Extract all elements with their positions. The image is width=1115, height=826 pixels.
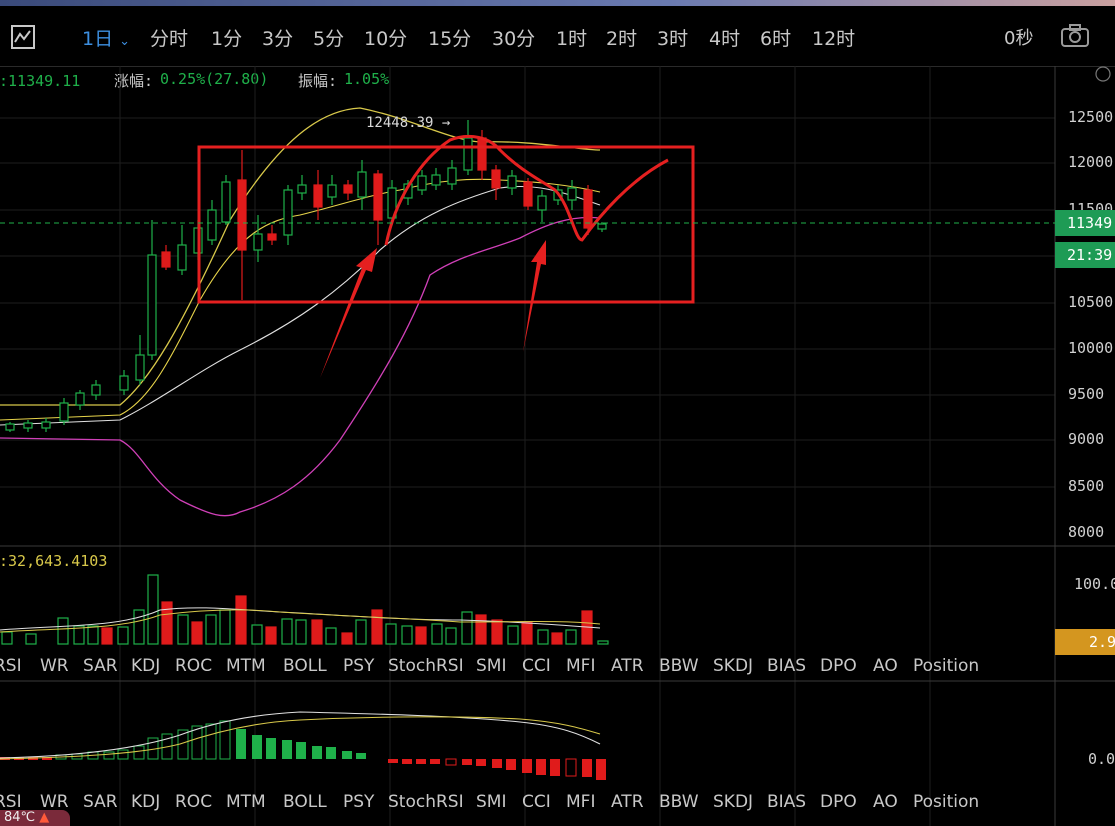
annotation-curve [384, 134, 669, 246]
chart-type-icon[interactable] [10, 24, 36, 50]
indicator-tab[interactable]: BOLL [283, 792, 327, 812]
boll-lower-line [0, 216, 601, 517]
indicator-tab[interactable]: AO [873, 792, 898, 812]
indicator-tab[interactable]: BBW [659, 792, 699, 812]
interval-button[interactable]: 2时 [606, 28, 638, 50]
indicator-tab[interactable]: KDJ [131, 792, 161, 812]
indicator-tab[interactable]: WR [40, 792, 69, 812]
indicator-tab[interactable]: Position [913, 792, 980, 812]
indicator-tab[interactable]: SKDJ [713, 792, 754, 812]
chevron-down-icon: ⌄ [119, 34, 131, 49]
indicator-tab[interactable]: ATR [611, 656, 644, 676]
macd-histogram [0, 711, 606, 780]
interval-dropdown[interactable]: 1日 ⌄ [82, 24, 130, 51]
price-axis-label: 9000 [1068, 430, 1105, 448]
seconds-readout: 0秒 [1004, 28, 1034, 49]
volume-last-tag: 2.9 [1055, 629, 1115, 655]
interval-button[interactable]: 分时 [150, 28, 189, 50]
indicator-tab[interactable]: StochRSI [388, 792, 464, 812]
high-marker: 12448.39 → [366, 115, 450, 131]
annotation-arrow [320, 248, 377, 378]
interval-button[interactable]: 1时 [556, 28, 588, 50]
change-label: 涨幅: [114, 72, 154, 90]
volume-axis-label: 100.0 [1074, 575, 1115, 593]
volume-bars [0, 574, 609, 645]
countdown-tag: 21:39 [1055, 242, 1115, 268]
indicator-tab[interactable]: RSI [0, 656, 22, 676]
ma-line [0, 178, 601, 421]
window-title-strip [0, 0, 1115, 6]
indicator-tab[interactable]: DPO [820, 656, 857, 676]
indicator-tab[interactable]: SAR [83, 792, 118, 812]
price-axis-label: 10000 [1068, 339, 1114, 357]
indicator-tab[interactable]: CCI [522, 656, 551, 676]
candles [5, 120, 607, 432]
indicator-tabs: RSI WR SAR KDJ ROC MTM BOLL PSY StochRSI… [0, 656, 1055, 678]
indicator-tab[interactable]: SMI [476, 792, 507, 812]
volume-readout: 量:32,643.4103 [0, 552, 108, 570]
indicator-tab[interactable]: ATR [611, 792, 644, 812]
annotation-arrow [523, 240, 546, 352]
indicator-tab[interactable]: SAR [83, 656, 118, 676]
interval-button[interactable]: 1分 [211, 28, 243, 50]
interval-button[interactable]: 3时 [657, 28, 689, 50]
indicator-tab[interactable]: ROC [175, 792, 213, 812]
indicator-tab[interactable]: MTM [226, 656, 266, 676]
interval-button[interactable]: 15分 [428, 28, 472, 50]
last-price-tag: 11349 [1055, 210, 1115, 236]
interval-button[interactable]: 10分 [364, 28, 408, 50]
indicator-tab[interactable]: AO [873, 656, 898, 676]
indicator-tab[interactable]: MTM [226, 792, 266, 812]
indicator-tab[interactable]: CCI [522, 792, 551, 812]
interval-button[interactable]: 5分 [313, 28, 345, 50]
interval-button[interactable]: 6时 [760, 28, 792, 50]
interval-active-label: 1日 [82, 28, 114, 50]
indicator-tab[interactable]: MFI [566, 792, 596, 812]
change-value: 0.25%(27.80) [160, 70, 269, 88]
indicator-tab[interactable]: PSY [343, 656, 375, 676]
grid [0, 66, 1055, 826]
indicator-tab[interactable]: RSI [0, 792, 22, 812]
indicator-tab[interactable]: ROC [175, 656, 213, 676]
indicator-tab[interactable]: StochRSI [388, 656, 464, 676]
indicator-tab[interactable]: WR [40, 656, 69, 676]
amplitude-value: 1.05% [344, 70, 390, 88]
indicator-tab[interactable]: BBW [659, 656, 699, 676]
indicator-tab[interactable]: KDJ [131, 656, 161, 676]
indicator-tab[interactable]: SKDJ [713, 656, 754, 676]
top-toolbar: 1日 ⌄ 分时 1分 3分 5分 10分 15分 30分 1时 2时 3时 4时… [0, 0, 1115, 67]
indicator-tab[interactable]: Position [913, 656, 980, 676]
close-readout: 收:11349.11 [0, 72, 81, 90]
temperature-readout: 84℃ [4, 810, 36, 825]
indicator-tab[interactable]: SMI [476, 656, 507, 676]
price-axis-label: 10500 [1068, 293, 1114, 311]
price-axis-label: 9500 [1068, 385, 1105, 403]
flame-icon: ▲ [39, 810, 50, 825]
boll-mid-line [0, 185, 601, 426]
annotation-box [197, 145, 695, 304]
price-axis-label: 8500 [1068, 477, 1105, 495]
indicator-tab[interactable]: PSY [343, 792, 375, 812]
camera-icon[interactable] [1060, 24, 1090, 48]
price-axis-label: 12000 [1068, 153, 1114, 171]
price-axis-label: 12500 [1068, 108, 1114, 126]
interval-button[interactable]: 4时 [709, 28, 741, 50]
indicator-tab[interactable]: BIAS [767, 656, 807, 676]
status-badge: 84℃ ▲ [0, 810, 70, 826]
price-axis-label: 8000 [1068, 523, 1105, 541]
indicator-tab[interactable]: MFI [566, 656, 596, 676]
indicator-tab[interactable]: BOLL [283, 656, 327, 676]
boll-upper-line [0, 107, 601, 406]
interval-button[interactable]: 30分 [492, 28, 536, 50]
interval-button[interactable]: 12时 [812, 28, 856, 50]
indicator-tab[interactable]: BIAS [767, 792, 807, 812]
indicator-tab[interactable]: DPO [820, 792, 857, 812]
macd-axis-label: 0.0 [1088, 750, 1115, 768]
interval-button[interactable]: 3分 [262, 28, 294, 50]
amplitude-label: 振幅: [298, 72, 338, 90]
chevron-up-icon[interactable] [1092, 66, 1114, 82]
indicator-tabs: RSI WR SAR KDJ ROC MTM BOLL PSY StochRSI… [0, 792, 1055, 814]
